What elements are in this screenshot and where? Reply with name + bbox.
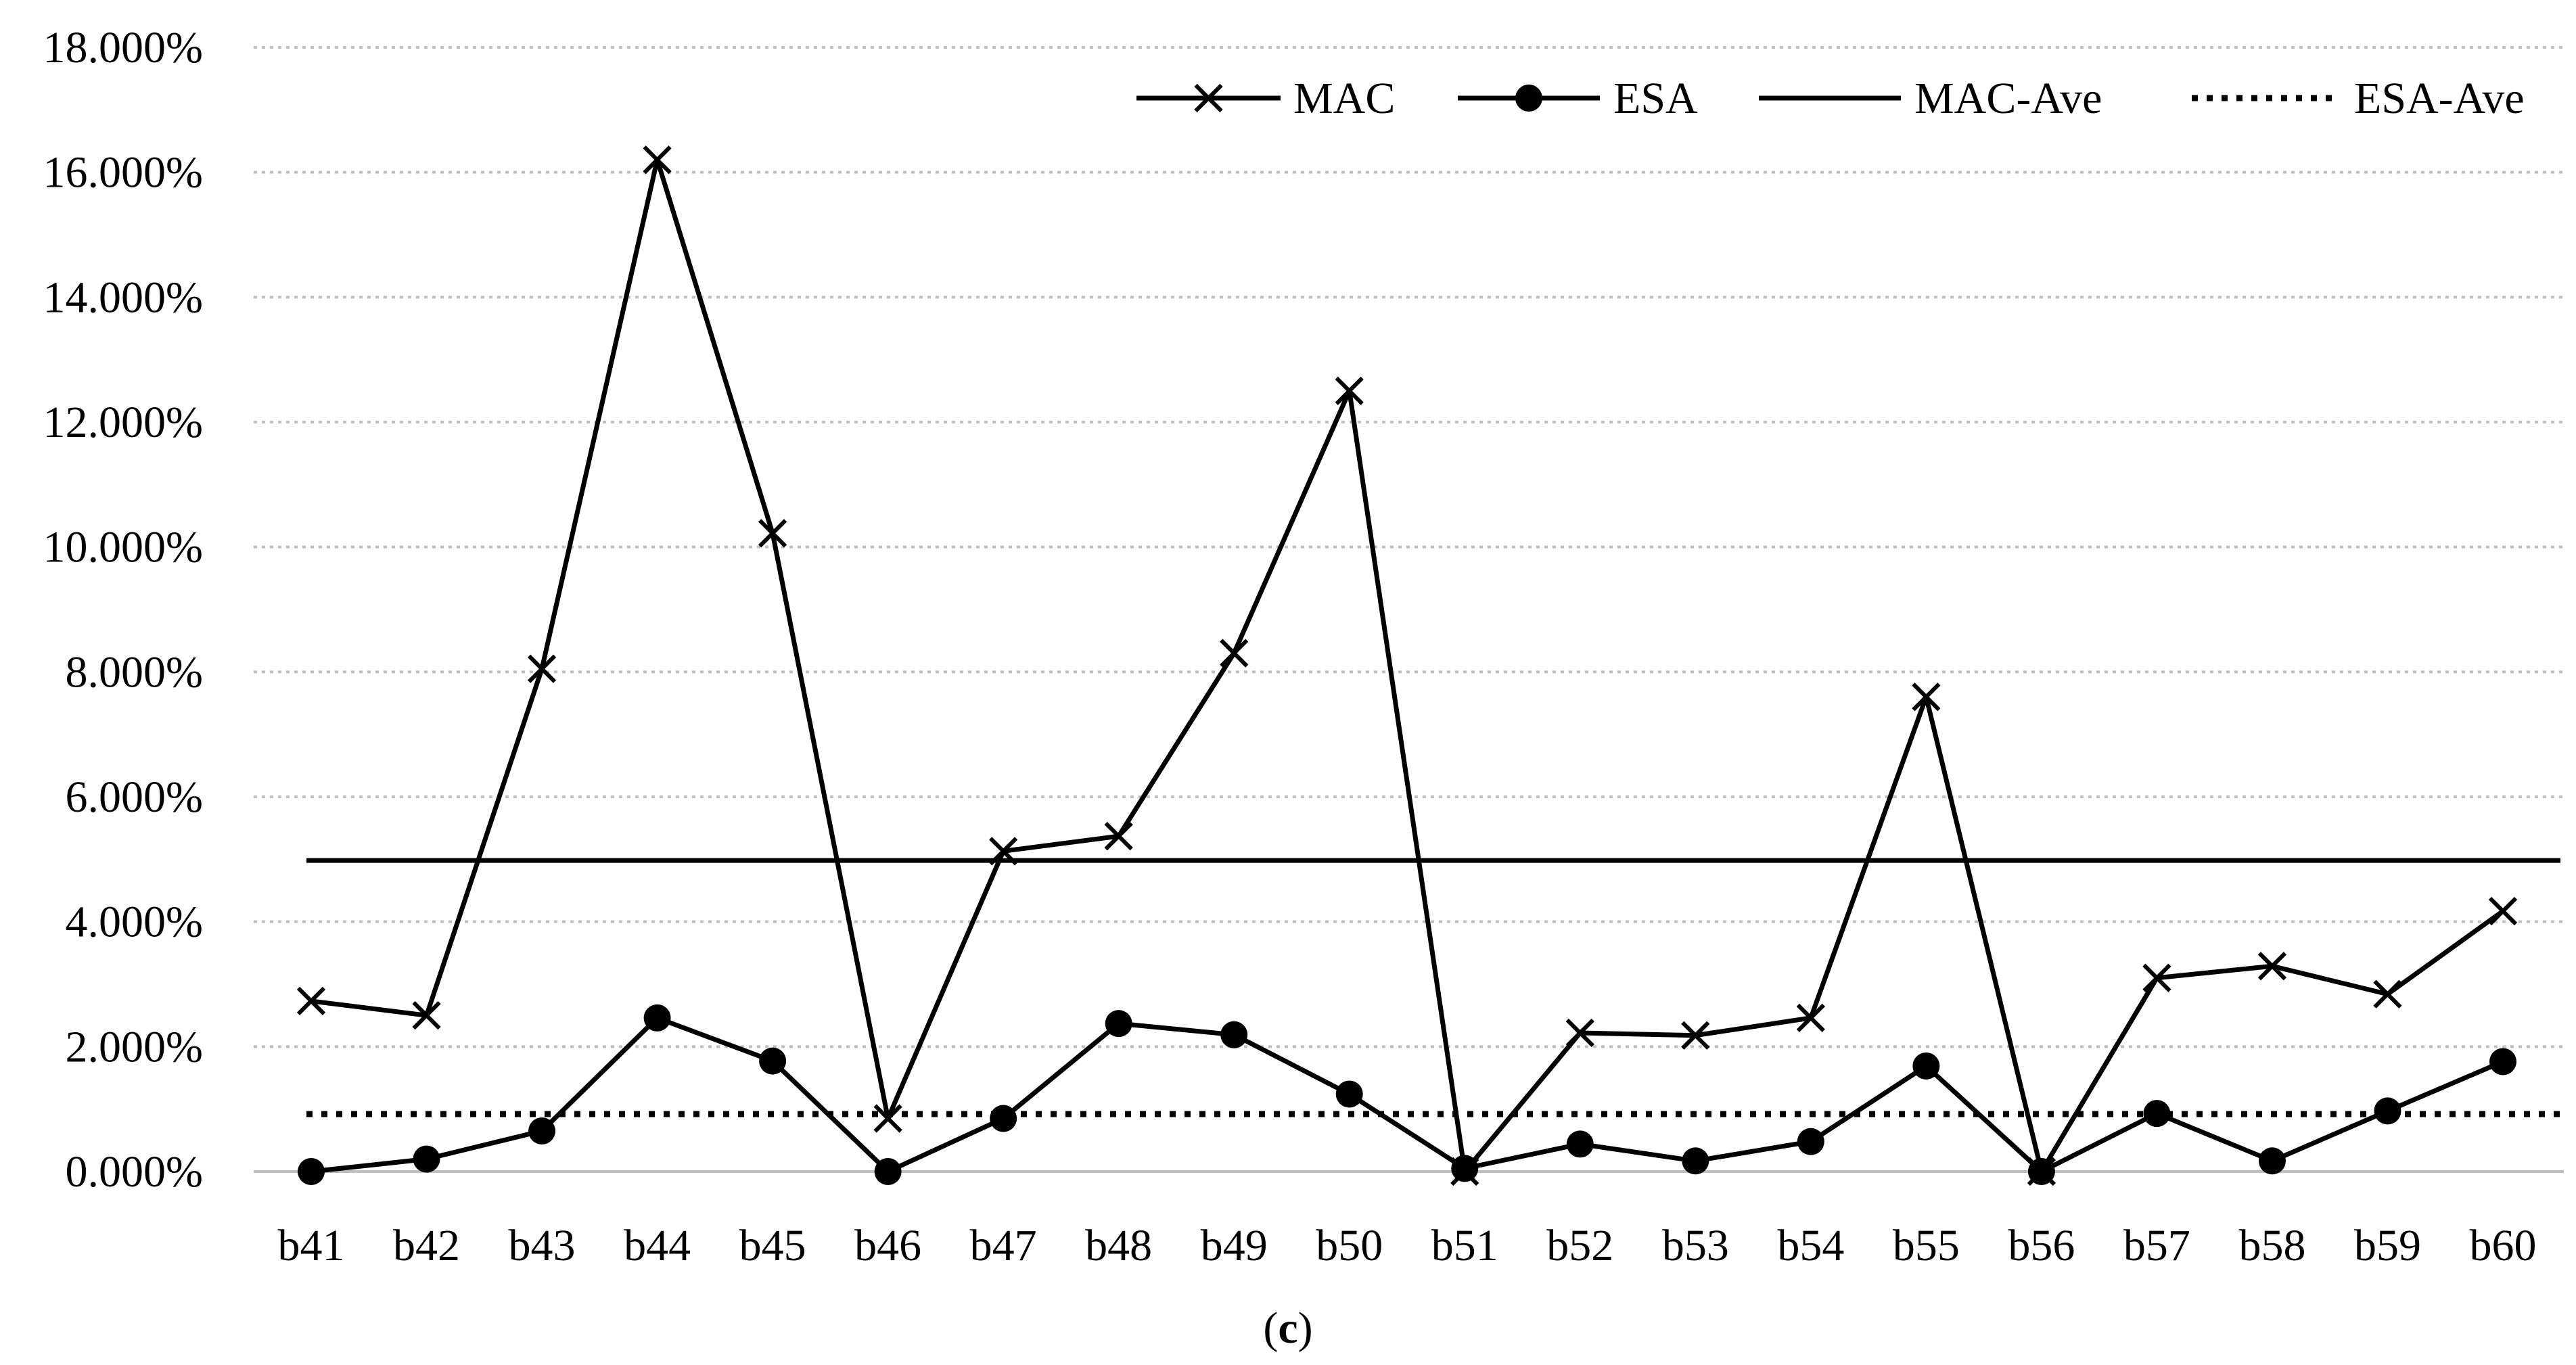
point-esa bbox=[1682, 1147, 1709, 1175]
x-tick-label: b59 bbox=[2354, 1221, 2421, 1270]
series-esa bbox=[298, 1004, 2516, 1185]
y-tick-label: 8.000% bbox=[66, 647, 203, 697]
y-tick-label: 2.000% bbox=[66, 1022, 203, 1071]
series-mac bbox=[296, 145, 2518, 1186]
caption-open-paren: ( bbox=[1263, 1303, 1278, 1353]
point-esa bbox=[874, 1158, 902, 1185]
x-tick-label: b43 bbox=[509, 1221, 576, 1270]
y-tick-label: 4.000% bbox=[66, 898, 203, 947]
point-mac bbox=[1912, 682, 1941, 712]
x-tick-label: b44 bbox=[624, 1221, 691, 1270]
point-esa bbox=[528, 1117, 556, 1144]
legend-label-esa: ESA bbox=[1613, 74, 1698, 123]
legend-label-mac: MAC bbox=[1293, 74, 1395, 123]
x-axis-ticks: b41 b42 b43 b44 b45 b46 b47 b48 b49 b50 b51 b52 b53 b… bbox=[278, 1221, 2537, 1270]
point-esa bbox=[2489, 1048, 2516, 1075]
x-tick-label: b54 bbox=[1777, 1221, 1844, 1270]
legend-item-mac-ave: MAC-Ave bbox=[1759, 74, 2102, 123]
x-tick-label: b56 bbox=[2008, 1221, 2075, 1270]
x-tick-label: b49 bbox=[1201, 1221, 1268, 1270]
point-mac bbox=[2373, 979, 2402, 1009]
point-mac bbox=[1220, 639, 1249, 668]
point-esa bbox=[2374, 1097, 2401, 1125]
y-axis-ticks: 0.000% 2.000% 4.000% 6.000% 8.000% 10.000% 12.… bbox=[43, 23, 203, 1197]
legend: MAC ESA MAC-Ave ESA-Ave bbox=[1136, 74, 2525, 123]
x-tick-label: b55 bbox=[1893, 1221, 1960, 1270]
legend-marker-mac bbox=[1194, 83, 1223, 113]
point-esa bbox=[643, 1004, 671, 1032]
point-mac bbox=[2142, 963, 2171, 992]
point-mac bbox=[1335, 376, 1364, 405]
point-mac bbox=[2488, 896, 2518, 926]
legend-item-mac: MAC bbox=[1136, 74, 1395, 123]
y-tick-label: 16.000% bbox=[43, 148, 203, 198]
point-esa bbox=[1566, 1130, 1594, 1158]
x-tick-label: b52 bbox=[1546, 1221, 1613, 1270]
gridlines bbox=[254, 46, 2564, 1173]
x-tick-label: b51 bbox=[1431, 1221, 1498, 1270]
legend-label-mac-ave: MAC-Ave bbox=[1914, 74, 2102, 123]
point-mac bbox=[296, 986, 326, 1016]
point-mac bbox=[412, 1001, 441, 1030]
x-tick-label: b45 bbox=[739, 1221, 806, 1270]
y-tick-label: 0.000% bbox=[66, 1147, 203, 1197]
point-esa bbox=[1335, 1080, 1363, 1108]
y-tick-label: 12.000% bbox=[43, 398, 203, 447]
point-mac bbox=[1565, 1018, 1594, 1048]
x-tick-label: b50 bbox=[1316, 1221, 1383, 1270]
point-esa bbox=[1912, 1052, 1940, 1080]
caption-close-paren: ) bbox=[1298, 1303, 1313, 1353]
x-tick-label: b42 bbox=[393, 1221, 460, 1270]
legend-item-esa: ESA bbox=[1458, 74, 1698, 123]
point-mac bbox=[1796, 1003, 1825, 1032]
point-esa bbox=[1797, 1128, 1824, 1155]
point-esa bbox=[2027, 1158, 2055, 1185]
point-mac bbox=[527, 654, 557, 683]
point-esa bbox=[759, 1047, 787, 1075]
x-tick-label: b60 bbox=[2470, 1221, 2537, 1270]
y-tick-label: 10.000% bbox=[43, 523, 203, 572]
point-mac bbox=[1104, 822, 1133, 851]
x-tick-label: b41 bbox=[278, 1221, 345, 1270]
series-line-mac bbox=[310, 157, 2505, 1174]
x-tick-label: b57 bbox=[2123, 1221, 2190, 1270]
x-tick-label: b47 bbox=[970, 1221, 1037, 1270]
y-tick-label: 6.000% bbox=[66, 772, 203, 822]
point-esa bbox=[1220, 1021, 1248, 1048]
x-tick-label: b58 bbox=[2238, 1221, 2305, 1270]
y-tick-label: 14.000% bbox=[43, 273, 203, 322]
caption-letter: c bbox=[1278, 1303, 1297, 1353]
legend-marker-esa bbox=[1515, 85, 1542, 112]
series-line-esa bbox=[310, 1015, 2504, 1174]
point-mac bbox=[2257, 952, 2287, 981]
point-esa bbox=[413, 1145, 440, 1173]
legend-item-esa-ave: ESA-Ave bbox=[2192, 74, 2525, 123]
point-esa bbox=[1105, 1010, 1132, 1038]
point-mac bbox=[758, 519, 787, 548]
series bbox=[296, 145, 2560, 1186]
point-esa bbox=[990, 1105, 1017, 1132]
x-tick-label: b46 bbox=[854, 1221, 921, 1270]
figure-caption: (c) bbox=[1263, 1303, 1312, 1353]
point-mac bbox=[643, 145, 672, 175]
y-tick-label: 18.000% bbox=[43, 23, 203, 72]
point-mac bbox=[873, 1104, 902, 1133]
point-esa bbox=[2258, 1147, 2286, 1175]
point-esa bbox=[298, 1158, 325, 1185]
x-tick-label: b53 bbox=[1662, 1221, 1729, 1270]
point-mac bbox=[1681, 1021, 1710, 1050]
legend-label-esa-ave: ESA-Ave bbox=[2354, 74, 2525, 123]
x-tick-label: b48 bbox=[1085, 1221, 1152, 1270]
point-esa bbox=[1451, 1155, 1479, 1182]
